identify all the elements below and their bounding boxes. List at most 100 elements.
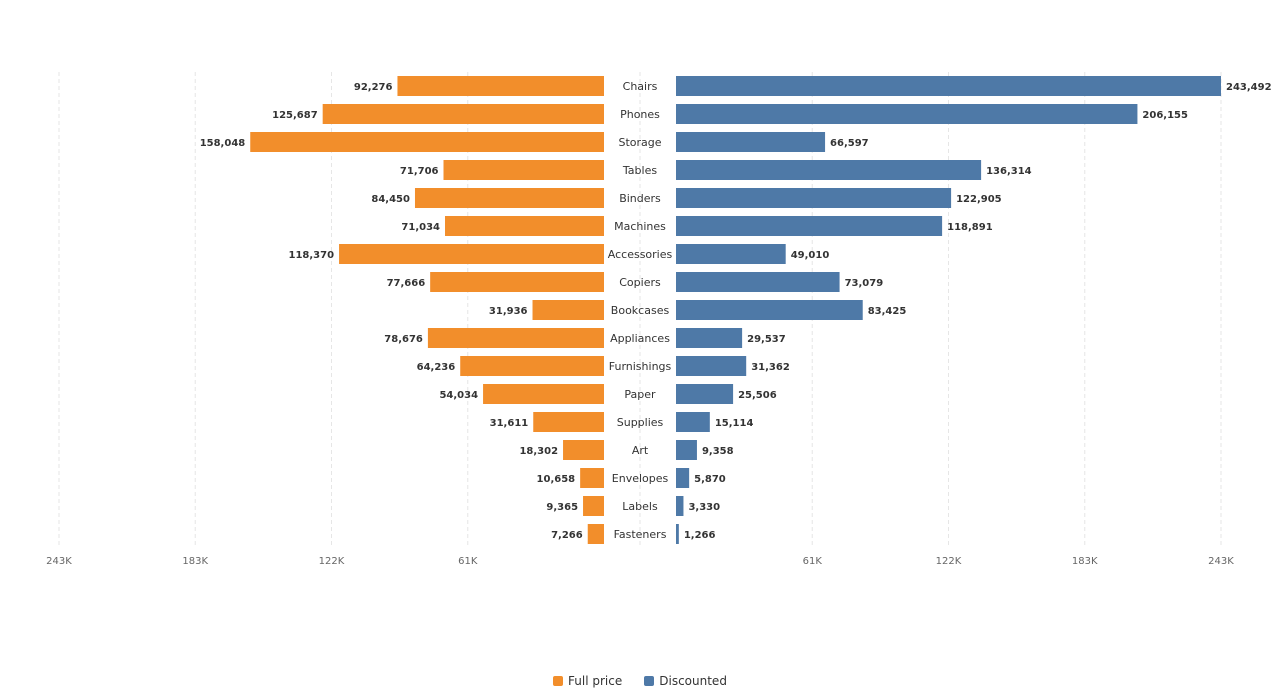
- value-label-full-price: 71,034: [401, 222, 440, 233]
- value-label-full-price: 125,687: [272, 110, 318, 121]
- value-label-full-price: 54,034: [439, 390, 478, 401]
- value-label-full-price: 7,266: [551, 530, 583, 541]
- bar-discounted: [676, 132, 826, 152]
- bar-discounted: [676, 300, 863, 320]
- bar-discounted: [676, 216, 943, 236]
- category-label: Art: [632, 444, 649, 457]
- category-label: Accessories: [608, 248, 673, 261]
- tick-label-left: 61K: [458, 556, 478, 567]
- category-label: Storage: [618, 136, 661, 149]
- category-label: Envelopes: [612, 472, 669, 485]
- value-label-discounted: 3,330: [688, 502, 720, 513]
- value-label-discounted: 9,358: [702, 446, 734, 457]
- value-label-full-price: 31,936: [489, 306, 528, 317]
- value-label-full-price: 71,706: [400, 166, 439, 177]
- value-label-discounted: 243,492: [1226, 82, 1272, 93]
- bar-discounted: [676, 188, 952, 208]
- value-label-discounted: 25,506: [738, 390, 777, 401]
- tick-label-right: 243K: [1208, 556, 1234, 567]
- legend: Full price Discounted: [0, 672, 1280, 690]
- bar-discounted: [676, 440, 697, 460]
- bar-discounted: [676, 104, 1138, 124]
- tick-label-right: 61K: [803, 556, 823, 567]
- value-label-full-price: 92,276: [354, 82, 393, 93]
- value-label-discounted: 118,891: [947, 222, 993, 233]
- category-label: Furnishings: [609, 360, 672, 373]
- value-label-full-price: 84,450: [371, 194, 410, 205]
- value-label-discounted: 83,425: [868, 306, 907, 317]
- category-label: Appliances: [610, 332, 670, 345]
- value-label-full-price: 64,236: [417, 362, 456, 373]
- value-label-full-price: 10,658: [537, 474, 576, 485]
- value-label-discounted: 15,114: [715, 418, 754, 429]
- legend-swatch-full-price: [553, 676, 564, 686]
- bar-discounted: [676, 272, 840, 292]
- bar-discounted: [676, 496, 684, 516]
- bar-full-price: [339, 244, 604, 264]
- bar-full-price: [483, 384, 604, 404]
- tick-label-right: 122K: [936, 556, 962, 567]
- bar-discounted: [676, 160, 982, 180]
- category-label: Chairs: [623, 80, 658, 93]
- category-label: Paper: [624, 388, 656, 401]
- legend-label-full-price: Full price: [568, 674, 623, 688]
- bar-full-price: [580, 468, 604, 488]
- category-label: Tables: [622, 164, 657, 177]
- value-label-full-price: 31,611: [490, 418, 529, 429]
- bar-full-price: [583, 496, 604, 516]
- value-label-discounted: 31,362: [751, 362, 790, 373]
- bar-discounted: [676, 244, 786, 264]
- category-label: Supplies: [617, 416, 664, 429]
- bar-full-price: [587, 524, 604, 544]
- legend-item-discounted[interactable]: Discounted: [644, 674, 727, 688]
- bar-discounted: [676, 328, 743, 348]
- category-label: Phones: [620, 108, 660, 121]
- value-label-discounted: 5,870: [694, 474, 726, 485]
- bar-discounted: [676, 524, 679, 544]
- tick-label-left: 122K: [319, 556, 345, 567]
- value-label-discounted: 206,155: [1142, 110, 1188, 121]
- bar-full-price: [443, 160, 604, 180]
- category-label: Bookcases: [611, 304, 670, 317]
- bar-full-price: [460, 356, 604, 376]
- value-label-discounted: 136,314: [986, 166, 1032, 177]
- axis-ticks: 243K 183K 122K 61K 61K 122K 183K 243K: [46, 556, 1234, 567]
- labels: 92,276 243,492 Chairs 125,687 206,155 Phones 1…: [200, 80, 1272, 541]
- bar-discounted: [676, 412, 710, 432]
- value-label-discounted: 66,597: [830, 138, 869, 149]
- bar-discounted: [676, 384, 734, 404]
- value-label-full-price: 9,365: [546, 502, 578, 513]
- bar-discounted: [676, 468, 690, 488]
- category-label: Machines: [614, 220, 666, 233]
- legend-label-discounted: Discounted: [659, 674, 727, 688]
- value-label-discounted: 122,905: [956, 194, 1002, 205]
- legend-item-full-price[interactable]: Full price: [553, 674, 622, 688]
- category-label: Labels: [622, 500, 658, 513]
- value-label-full-price: 18,302: [519, 446, 558, 457]
- category-label: Binders: [619, 192, 661, 205]
- value-label-discounted: 73,079: [845, 278, 884, 289]
- value-label-full-price: 118,370: [289, 250, 335, 261]
- bar-full-price: [563, 440, 604, 460]
- tick-label-right: 183K: [1072, 556, 1098, 567]
- value-label-full-price: 78,676: [384, 334, 423, 345]
- bar-full-price: [532, 300, 604, 320]
- bar-full-price: [445, 216, 604, 236]
- bar-discounted: [676, 356, 747, 376]
- bar-full-price: [427, 328, 604, 348]
- value-label-discounted: 29,537: [747, 334, 786, 345]
- bar-full-price: [533, 412, 604, 432]
- bar-full-price: [430, 272, 604, 292]
- value-label-discounted: 1,266: [684, 530, 716, 541]
- tick-label-left: 183K: [182, 556, 208, 567]
- category-label: Fasteners: [614, 528, 667, 541]
- bar-discounted: [676, 76, 1221, 96]
- value-label-full-price: 77,666: [387, 278, 426, 289]
- bar-full-price: [414, 188, 604, 208]
- value-label-full-price: 158,048: [200, 138, 246, 149]
- bars: [250, 76, 1221, 544]
- tick-label-left: 243K: [46, 556, 72, 567]
- bar-full-price: [322, 104, 604, 124]
- bar-full-price: [397, 76, 604, 96]
